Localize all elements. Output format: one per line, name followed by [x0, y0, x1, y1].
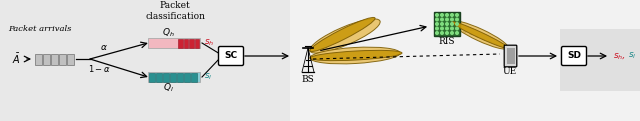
FancyBboxPatch shape — [561, 46, 586, 65]
FancyBboxPatch shape — [59, 54, 66, 65]
Circle shape — [445, 18, 448, 21]
Circle shape — [451, 27, 453, 30]
Circle shape — [441, 32, 444, 34]
Circle shape — [441, 27, 444, 30]
Circle shape — [441, 18, 444, 21]
FancyBboxPatch shape — [434, 12, 460, 36]
FancyBboxPatch shape — [178, 38, 183, 48]
Circle shape — [451, 32, 453, 34]
Text: $s_h$,: $s_h$, — [613, 51, 626, 61]
Circle shape — [451, 18, 453, 21]
Circle shape — [436, 32, 438, 34]
FancyBboxPatch shape — [177, 72, 183, 82]
FancyBboxPatch shape — [189, 38, 194, 48]
FancyBboxPatch shape — [148, 72, 200, 82]
Text: $\bar{A}$: $\bar{A}$ — [12, 52, 20, 66]
Text: $Q_h$: $Q_h$ — [162, 27, 174, 39]
FancyBboxPatch shape — [218, 46, 243, 65]
Text: $s_l$: $s_l$ — [628, 51, 636, 61]
Text: BS: BS — [301, 76, 314, 84]
FancyBboxPatch shape — [0, 0, 290, 121]
Circle shape — [436, 27, 438, 30]
Text: $1-\alpha$: $1-\alpha$ — [88, 64, 111, 75]
Circle shape — [451, 14, 453, 16]
Ellipse shape — [310, 47, 400, 64]
FancyBboxPatch shape — [506, 48, 515, 64]
Circle shape — [451, 23, 453, 25]
Circle shape — [456, 14, 458, 16]
Circle shape — [456, 32, 458, 34]
Circle shape — [445, 27, 448, 30]
Text: $\alpha$: $\alpha$ — [100, 44, 108, 53]
Text: SC: SC — [225, 52, 237, 60]
FancyBboxPatch shape — [191, 72, 197, 82]
FancyBboxPatch shape — [504, 45, 517, 67]
FancyBboxPatch shape — [184, 72, 190, 82]
Text: $s_l$: $s_l$ — [204, 72, 212, 82]
FancyBboxPatch shape — [35, 54, 42, 65]
Circle shape — [436, 14, 438, 16]
FancyBboxPatch shape — [43, 54, 50, 65]
Circle shape — [436, 18, 438, 21]
Text: UE: UE — [503, 68, 517, 76]
FancyBboxPatch shape — [67, 54, 74, 65]
Ellipse shape — [310, 17, 375, 52]
Text: Packet arrivals: Packet arrivals — [8, 25, 72, 33]
FancyBboxPatch shape — [195, 38, 199, 48]
FancyBboxPatch shape — [148, 38, 200, 48]
FancyBboxPatch shape — [170, 72, 176, 82]
Text: Packet
classification: Packet classification — [145, 1, 205, 21]
Ellipse shape — [310, 19, 380, 53]
FancyBboxPatch shape — [184, 38, 188, 48]
Ellipse shape — [452, 21, 508, 49]
FancyBboxPatch shape — [156, 72, 162, 82]
Circle shape — [456, 27, 458, 30]
Ellipse shape — [452, 22, 508, 48]
FancyBboxPatch shape — [290, 0, 640, 121]
Circle shape — [441, 14, 444, 16]
Circle shape — [445, 23, 448, 25]
FancyBboxPatch shape — [560, 29, 640, 91]
Circle shape — [441, 23, 444, 25]
Circle shape — [445, 32, 448, 34]
Text: RIS: RIS — [439, 38, 455, 46]
Ellipse shape — [310, 50, 402, 61]
Text: $s_h$: $s_h$ — [204, 38, 214, 48]
Text: SD: SD — [567, 52, 581, 60]
Circle shape — [456, 23, 458, 25]
FancyBboxPatch shape — [163, 72, 169, 82]
Circle shape — [445, 14, 448, 16]
Text: $Q_l$: $Q_l$ — [163, 82, 173, 94]
Circle shape — [436, 23, 438, 25]
FancyBboxPatch shape — [51, 54, 58, 65]
Circle shape — [456, 18, 458, 21]
FancyBboxPatch shape — [149, 72, 155, 82]
